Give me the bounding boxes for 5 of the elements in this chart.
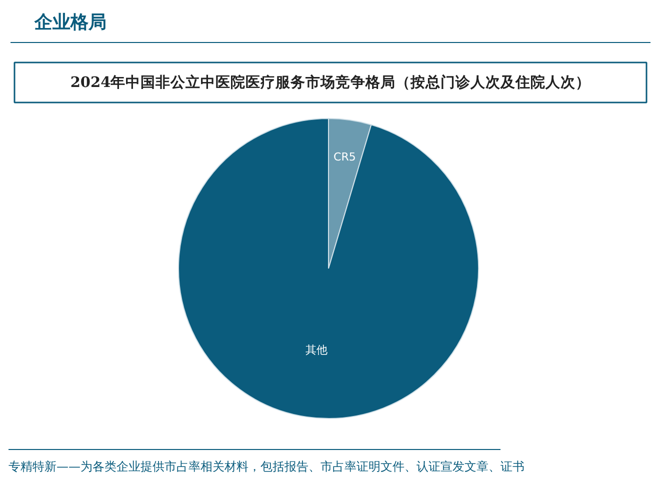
slice-label: CR5 bbox=[334, 150, 356, 164]
text: 专精特新——为各类企业提供市占率相关材料，包括报告、市占率证明文件、认证宣发文章、证书 bbox=[8, 460, 524, 474]
text: 企业格局 bbox=[34, 12, 106, 33]
chart-title: 2024年中国非公立中医院医疗服务市场竞争格局（按总门诊人次及住院人次） bbox=[70, 73, 591, 91]
slice-label: 其他 bbox=[306, 344, 328, 357]
